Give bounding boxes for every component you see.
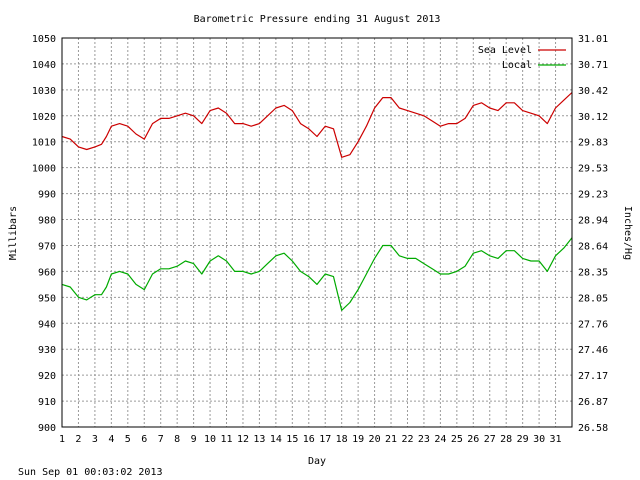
series-lines [61,92,573,311]
x-tick-label: 28 [500,434,512,445]
x-tick-label: 4 [108,434,114,445]
x-tick-label: 14 [270,434,282,445]
x-tick-label: 8 [174,434,180,445]
grid-lines [62,38,572,427]
y-tick-label-right: 26.58 [578,423,608,434]
legend-label: Local [502,60,532,71]
x-tick-label: 15 [286,434,298,445]
x-tick-label: 13 [253,434,265,445]
y-tick-label-left: 960 [38,267,56,278]
x-tick-label: 11 [220,434,232,445]
legend-label: Sea Level [478,45,532,56]
y-tick-label-left: 930 [38,345,56,356]
x-tick-label: 3 [92,434,98,445]
x-tick-label: 30 [533,434,545,445]
series-line-local [61,237,573,311]
x-axis-label: Day [308,456,326,467]
y-axis-left-ticks: 900 910 920 930 940 950 960 970 980 990 1000 1010 10… [32,34,56,434]
x-tick-label: 26 [467,434,479,445]
y-tick-label-left: 1050 [32,34,56,45]
x-tick-label: 12 [237,434,249,445]
y-tick-label-left: 990 [38,190,56,201]
x-tick-label: 22 [401,434,413,445]
x-tick-label: 2 [75,434,81,445]
x-tick-label: 6 [141,434,147,445]
y-tick-label-left: 1000 [32,164,56,175]
y-tick-label-left: 910 [38,397,56,408]
y-tick-label-left: 980 [38,216,56,227]
y-tick-label-right: 28.64 [578,241,608,252]
x-tick-label: 5 [125,434,131,445]
x-tick-label: 29 [517,434,529,445]
x-tick-label: 16 [303,434,315,445]
x-tick-label: 31 [550,434,562,445]
x-tick-label: 20 [369,434,381,445]
y-axis-label-left: Millibars [8,206,19,260]
y-tick-label-right: 31.01 [578,34,608,45]
y-tick-label-right: 27.17 [578,371,608,382]
y-tick-label-left: 1040 [32,60,56,71]
x-tick-label: 1 [59,434,65,445]
y-tick-label-left: 970 [38,241,56,252]
y-tick-label-left: 1020 [32,112,56,123]
y-tick-label-left: 940 [38,319,56,330]
y-tick-label-right: 29.53 [578,164,608,175]
x-tick-label: 27 [484,434,496,445]
y-tick-label-left: 920 [38,371,56,382]
y-tick-label-right: 28.05 [578,293,608,304]
y-tick-label-right: 28.35 [578,267,608,278]
x-tick-label: 19 [352,434,364,445]
y-axis-label-right: Inches/Hg [622,206,633,260]
y-tick-label-left: 1030 [32,86,56,97]
y-axis-right-ticks: 26.58 26.87 27.17 27.46 27.76 28.05 28.35 28.64… [578,34,608,434]
y-tick-label-left: 900 [38,423,56,434]
chart-footer-timestamp: Sun Sep 01 00:03:02 2013 [18,467,163,478]
chart-legend: Sea Level Local [478,45,566,71]
y-tick-label-right: 26.87 [578,397,608,408]
y-tick-label-right: 29.23 [578,190,608,201]
x-axis-ticks: 1 2 3 4 5 6 7 8 9 10 11 12 13 14 15 16 17 18 19 20 21 22 23 24 2… [59,434,562,445]
y-tick-label-right: 30.12 [578,112,608,123]
x-tick-label: 25 [451,434,463,445]
x-tick-label: 21 [385,434,397,445]
x-tick-label: 10 [204,434,216,445]
x-tick-label: 23 [418,434,430,445]
y-tick-label-right: 27.76 [578,319,608,330]
y-tick-label-left: 1010 [32,138,56,149]
chart-title: Barometric Pressure ending 31 August 201… [194,14,441,25]
x-tick-label: 9 [191,434,197,445]
y-tick-label-right: 29.83 [578,138,608,149]
y-tick-label-right: 28.94 [578,216,608,227]
y-tick-label-right: 30.71 [578,60,608,71]
x-tick-label: 24 [434,434,446,445]
x-tick-label: 7 [158,434,164,445]
x-tick-label: 17 [319,434,331,445]
y-tick-label-right: 30.42 [578,86,608,97]
x-tick-label: 18 [336,434,348,445]
series-line-sea-level [61,92,573,158]
y-tick-label-left: 950 [38,293,56,304]
plot-frame [61,37,573,428]
y-tick-label-right: 27.46 [578,345,608,356]
